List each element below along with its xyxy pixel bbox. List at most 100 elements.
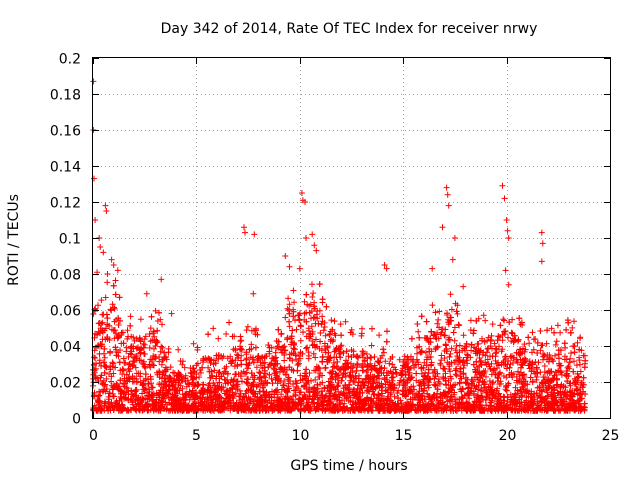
data-point [463, 407, 470, 414]
data-point [451, 324, 458, 331]
data-point [456, 404, 463, 411]
data-point [296, 353, 302, 359]
data-point [185, 402, 192, 409]
data-point [472, 406, 479, 413]
data-point [250, 381, 257, 388]
data-point [312, 354, 319, 361]
data-point [518, 319, 525, 326]
data-point [305, 349, 312, 356]
data-point [160, 383, 167, 390]
data-point [156, 374, 163, 381]
data-point [511, 332, 518, 339]
data-point [375, 391, 382, 398]
data-point [454, 353, 461, 360]
data-point [405, 407, 412, 414]
data-point [463, 340, 470, 347]
data-point [321, 319, 328, 326]
data-point [532, 370, 539, 377]
data-point [432, 373, 439, 380]
data-point [462, 379, 469, 386]
data-point [350, 378, 357, 385]
data-point [111, 382, 118, 389]
data-point [576, 354, 583, 361]
data-point [348, 360, 354, 367]
data-point [269, 380, 276, 387]
data-point [312, 367, 319, 374]
data-point [95, 328, 102, 335]
data-point [341, 400, 348, 407]
data-point [281, 403, 288, 410]
data-point [141, 351, 148, 357]
data-point [268, 393, 275, 400]
data-point [499, 346, 506, 353]
data-point [229, 391, 236, 398]
data-point [521, 359, 528, 365]
data-point [355, 375, 362, 382]
data-point [490, 379, 497, 386]
data-point [168, 378, 175, 385]
data-point [538, 387, 544, 394]
data-point [539, 380, 546, 387]
data-point [141, 336, 148, 343]
data-point [315, 320, 322, 327]
data-point [387, 368, 394, 375]
data-point [309, 281, 315, 288]
data-point [448, 345, 455, 352]
data-point [443, 403, 450, 410]
data-point [290, 340, 297, 347]
data-point [322, 407, 329, 414]
data-point [195, 381, 202, 388]
data-point [359, 348, 366, 355]
data-point [110, 393, 116, 399]
data-point [519, 349, 526, 355]
data-point [158, 361, 165, 368]
data-point [465, 352, 471, 359]
data-point [459, 359, 466, 366]
data-point [178, 373, 184, 380]
data-point [306, 389, 313, 396]
data-point [558, 394, 565, 401]
data-point [380, 405, 387, 412]
data-point [227, 353, 234, 360]
data-point [358, 330, 365, 337]
data-point [452, 381, 459, 388]
data-point [388, 397, 395, 404]
data-point [119, 388, 126, 395]
data-point [132, 405, 139, 412]
data-point [564, 364, 571, 371]
data-point [331, 348, 338, 355]
data-point [327, 375, 334, 382]
data-point [478, 372, 485, 379]
data-point [244, 323, 251, 330]
data-points [90, 78, 589, 414]
data-point [564, 378, 571, 385]
data-point [574, 339, 581, 346]
data-point [404, 356, 410, 363]
data-point [535, 359, 542, 366]
data-point [309, 399, 316, 406]
data-point [376, 375, 382, 382]
data-point [517, 356, 524, 363]
data-point [147, 376, 154, 383]
data-point [250, 398, 257, 405]
data-point [483, 349, 490, 356]
data-point [141, 363, 148, 370]
data-point [205, 364, 212, 371]
data-point [260, 373, 267, 380]
data-point [447, 350, 454, 357]
data-point [402, 392, 409, 399]
data-point [159, 356, 166, 363]
data-point [441, 355, 448, 362]
data-point [238, 345, 245, 352]
data-point [436, 308, 443, 315]
data-point [290, 381, 296, 388]
data-point [502, 328, 509, 335]
data-point [93, 344, 99, 351]
data-point [306, 335, 313, 342]
data-point [407, 376, 414, 383]
data-point [557, 407, 564, 414]
data-point [304, 344, 311, 351]
data-point [112, 344, 119, 351]
data-point [452, 347, 459, 354]
data-point [358, 362, 365, 369]
